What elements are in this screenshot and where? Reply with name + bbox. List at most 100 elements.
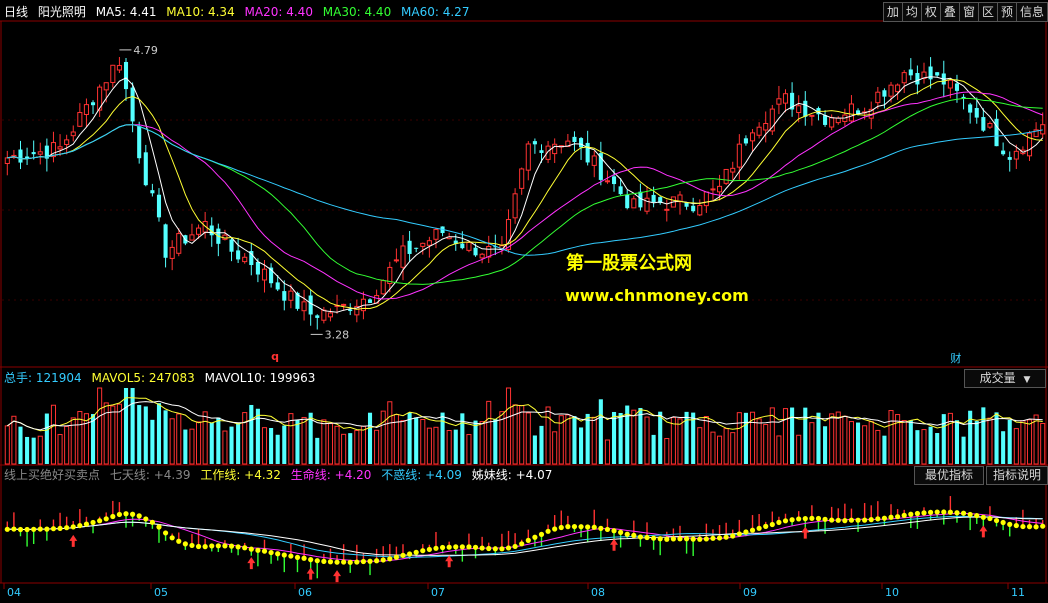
volume-bar xyxy=(308,412,313,464)
work-line-dot xyxy=(4,526,10,532)
work-line-dot xyxy=(83,521,90,527)
toolbar-window-button[interactable]: 窗 xyxy=(958,2,978,22)
indicator-help-button[interactable]: 指标说明 xyxy=(986,466,1048,485)
candle xyxy=(763,111,769,143)
x-axis-label: 06 xyxy=(298,586,312,599)
seven-day-line-label: 七天线: +4.39 xyxy=(109,468,191,482)
volume-bar xyxy=(749,411,756,465)
volume-bar xyxy=(981,407,986,464)
work-line-dot xyxy=(749,527,756,533)
buy-arrow-icon xyxy=(247,557,256,570)
candle xyxy=(658,195,663,205)
work-line-dot xyxy=(37,526,43,532)
volume-bar xyxy=(625,405,630,464)
volume-bar xyxy=(935,433,940,464)
volume-bar xyxy=(552,431,558,465)
work-line-dot xyxy=(130,511,136,517)
work-line-dot xyxy=(195,543,202,550)
work-line-dot xyxy=(77,522,83,529)
work-line-dot xyxy=(743,529,749,535)
candle xyxy=(169,240,175,271)
toolbar-overlay-button[interactable]: 叠 xyxy=(939,2,959,22)
candle xyxy=(269,263,274,288)
work-line-dot xyxy=(611,528,617,534)
volume-bar xyxy=(743,412,748,464)
buy-arrow-icon xyxy=(801,526,810,539)
candle xyxy=(987,121,993,129)
work-line-dot xyxy=(954,510,960,516)
work-line-dot xyxy=(64,525,70,531)
toolbar-rights-button[interactable]: 权 xyxy=(920,2,940,22)
volume-bar xyxy=(460,413,465,464)
candle xyxy=(823,110,828,127)
volume-bar xyxy=(928,426,933,464)
candle xyxy=(116,56,122,74)
ma10-label: MA10: 4.34 xyxy=(166,5,235,19)
volume-bar xyxy=(275,434,280,464)
toolbar-fuquan-button[interactable]: 加 xyxy=(882,2,902,22)
work-line-dot xyxy=(11,526,17,532)
work-line-dot xyxy=(802,515,808,522)
volume-bar xyxy=(4,425,10,465)
candle xyxy=(282,280,287,311)
work-line-dot xyxy=(987,515,993,522)
work-line-dot xyxy=(215,543,221,549)
volume-bar xyxy=(25,436,30,464)
candle xyxy=(150,183,155,197)
work-line-dot xyxy=(420,548,426,554)
toolbar-range-button[interactable]: 区 xyxy=(977,2,997,22)
work-line-dot xyxy=(927,509,934,515)
toolbar: 加 均 权 叠 窗 区 预 信息 xyxy=(882,2,1048,22)
work-line-dot xyxy=(677,536,683,542)
work-line-dot xyxy=(545,528,551,534)
candle xyxy=(803,91,808,126)
volume-bar xyxy=(809,422,815,465)
toolbar-average-button[interactable]: 均 xyxy=(901,2,921,22)
candle xyxy=(387,261,393,293)
candle xyxy=(928,57,933,89)
candle xyxy=(532,138,537,154)
work-line-dot xyxy=(156,524,162,530)
work-line-dot xyxy=(532,534,538,540)
volume-bar xyxy=(658,411,663,464)
volume-bar xyxy=(116,403,122,465)
work-line-dot xyxy=(321,558,327,564)
mavol5-line xyxy=(7,397,1043,432)
work-line-dot xyxy=(143,516,149,522)
volume-bar xyxy=(367,412,373,464)
finance-marker[interactable]: 财 xyxy=(950,351,961,365)
candle xyxy=(935,72,940,77)
volume-bar xyxy=(420,418,426,465)
volume-bar xyxy=(295,419,300,464)
event-marker-q[interactable]: q xyxy=(271,350,279,363)
toolbar-info-button[interactable]: 信息 xyxy=(1015,2,1048,22)
work-line-dot xyxy=(116,511,123,518)
volume-bar xyxy=(222,430,228,465)
volume-bar xyxy=(176,413,182,465)
best-indicator-button[interactable]: 最优指标 xyxy=(914,466,984,485)
sister-line-label: 姊妹线: +4.07 xyxy=(471,468,553,482)
candle xyxy=(915,65,920,95)
work-line-dot xyxy=(374,558,380,564)
indicator-name: 线上买绝好买卖点 xyxy=(4,468,101,482)
candle xyxy=(1026,130,1033,161)
work-line-dot xyxy=(558,524,564,531)
work-line-dot xyxy=(908,511,914,517)
volume-bar xyxy=(315,437,320,464)
candle xyxy=(598,141,603,186)
volume-bar xyxy=(558,415,564,465)
volume-bar xyxy=(954,420,960,464)
volume-indicator-dropdown[interactable]: 成交量 ▼ xyxy=(964,369,1046,388)
work-line-dot xyxy=(162,530,169,536)
period-label: 日线 xyxy=(4,5,29,19)
volume-bar xyxy=(255,408,260,464)
candle xyxy=(512,188,518,224)
ma10-line xyxy=(7,78,1043,310)
x-axis-label: 04 xyxy=(7,586,21,599)
volume-bar xyxy=(50,404,57,465)
toolbar-forecast-button[interactable]: 预 xyxy=(996,2,1016,22)
volume-header: 总手: 121904 MAVOL5: 247083 MAVOL10: 19996… xyxy=(4,371,321,385)
candle xyxy=(591,150,597,178)
candle xyxy=(974,97,979,124)
